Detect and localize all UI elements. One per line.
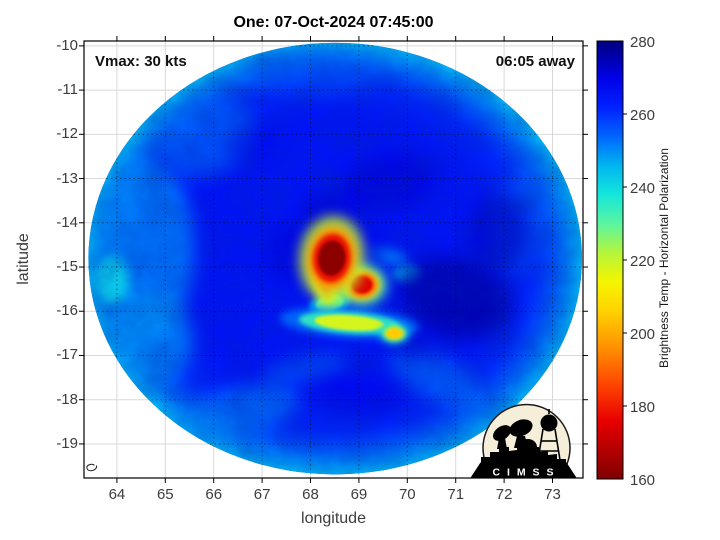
y-tick-label: -17 <box>56 346 78 364</box>
colorbar-tick-label: 200 <box>630 326 656 343</box>
colorbar-tick-label: 220 <box>630 253 656 270</box>
y-tick-label: -16 <box>56 302 78 320</box>
logo-dish-right <box>509 419 533 448</box>
cimss-logo: C I M S S <box>470 403 577 479</box>
eta-annotation: 06:05 away <box>495 53 575 70</box>
logo-banner <box>470 462 577 478</box>
colorbar-tick-label: 280 <box>630 34 656 51</box>
y-tick-label: -12 <box>56 125 78 143</box>
colorbar-tick-label: 240 <box>630 180 656 197</box>
y-tick-label: -13 <box>56 169 78 187</box>
x-tick-label: 69 <box>350 486 368 503</box>
colorbar-tick-label: 160 <box>630 472 656 489</box>
y-tick-label: -15 <box>56 258 78 276</box>
y-tick-label: -10 <box>56 36 78 54</box>
swath-image <box>88 42 583 475</box>
colorbar <box>596 40 627 480</box>
colorbar-tick-label: 180 <box>630 399 656 416</box>
x-axis-label: longitude <box>301 510 366 527</box>
colorbar-tick-label: 260 <box>630 107 656 124</box>
vmax-annotation: Vmax: 30 kts <box>95 53 187 70</box>
x-tick-label: 73 <box>544 486 561 503</box>
x-tick-label: 66 <box>205 486 223 503</box>
x-tick-label: 68 <box>302 486 319 503</box>
x-tick-label: 70 <box>398 486 416 503</box>
logo-dish-left <box>492 425 512 449</box>
y-tick-label: -19 <box>56 434 78 452</box>
x-tick-label: 67 <box>253 486 271 503</box>
x-tick-label: 64 <box>108 486 126 503</box>
plot-title: One: 07-Oct-2024 07:45:00 <box>233 14 434 31</box>
logo-skyline <box>481 439 566 464</box>
x-tick-label: 72 <box>495 486 513 503</box>
logo-text: C I M S S <box>493 467 556 479</box>
y-tick-label: -18 <box>56 390 78 408</box>
axes-border <box>83 40 584 479</box>
logo-water-tower <box>537 409 561 461</box>
x-tick-label: 65 <box>156 486 174 503</box>
x-tick-label: 71 <box>447 486 465 503</box>
y-tick-label: -14 <box>56 213 78 231</box>
axis-ticks <box>79 36 588 483</box>
corner-mark <box>86 463 98 472</box>
y-tick-label: -11 <box>57 81 78 99</box>
